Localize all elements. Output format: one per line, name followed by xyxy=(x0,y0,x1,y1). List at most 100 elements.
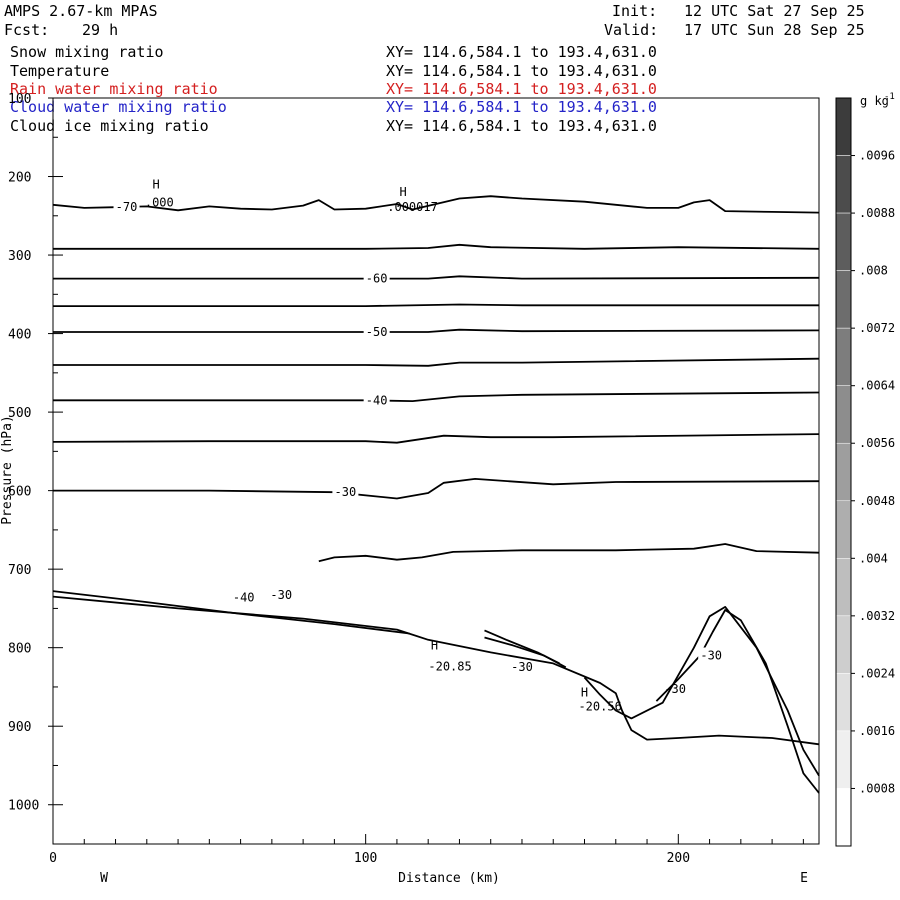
chart-annotation: .000 xyxy=(145,195,174,209)
chart-annotation: -20.56 xyxy=(578,700,621,714)
field-xy-temperature: XY= 114.6,584.1 to 193.4,631.0 xyxy=(386,62,657,80)
y-axis-label: Pressure (hPa) xyxy=(0,415,15,525)
model-title: AMPS 2.67-km MPAS xyxy=(4,2,158,20)
field-xy-cloud-water: XY= 114.6,584.1 to 193.4,631.0 xyxy=(386,98,657,116)
valid-label: Valid: xyxy=(604,21,659,39)
chart-annotation: -20.85 xyxy=(428,659,471,673)
contour-label: -50 xyxy=(366,325,388,339)
contour-label: -30 xyxy=(335,485,357,499)
x-axis-left-end: W xyxy=(100,871,108,886)
y-tick-label: 700 xyxy=(8,563,31,578)
contour-label: -70 xyxy=(116,200,138,214)
y-tick-label: 100 xyxy=(8,92,31,107)
field-xy-snow: XY= 114.6,584.1 to 193.4,631.0 xyxy=(386,43,657,61)
colorbar-label: .008 xyxy=(859,264,888,278)
temperature-contour xyxy=(53,391,820,403)
colorbar-swatch xyxy=(835,155,852,214)
chart-annotation: -40 xyxy=(233,590,255,604)
colorbar-label: .004 xyxy=(859,551,888,565)
colorbar-swatch xyxy=(835,327,852,386)
chart-annotation: .000017 xyxy=(387,200,438,214)
colorbar-swatch xyxy=(835,673,852,732)
temperature-contour xyxy=(52,195,820,214)
temperature-contour xyxy=(52,595,820,746)
field-name-snow: Snow mixing ratio xyxy=(10,43,164,61)
temperature-contour xyxy=(53,477,820,500)
y-tick-label: 300 xyxy=(8,249,31,264)
colorbar-swatch xyxy=(835,270,852,329)
colorbar: .0096 .0088 .008 .0072 .0064 .0056 .0048 .004 .0… xyxy=(835,97,895,847)
y-tick-label: 900 xyxy=(8,720,31,735)
temperature-contour xyxy=(655,609,820,794)
contour-label: -60 xyxy=(366,272,388,286)
chart-annotation: H xyxy=(431,638,438,652)
x-tick-label: 100 xyxy=(354,851,377,866)
x-axis: 0 100 200 xyxy=(49,834,804,866)
field-name-rain: Rain water mixing ratio xyxy=(10,80,218,98)
colorbar-swatch xyxy=(835,730,852,789)
y-tick-label: 400 xyxy=(8,328,31,343)
colorbar-label: .0064 xyxy=(859,379,895,393)
field-xy-rain: XY= 114.6,584.1 to 193.4,631.0 xyxy=(386,80,657,98)
fcst-value: 29 h xyxy=(82,21,119,39)
contour-label: -30 xyxy=(700,649,722,663)
fcst-label: Fcst: xyxy=(4,21,50,39)
colorbar-frame xyxy=(835,97,852,847)
colorbar-unit: g kg xyxy=(860,94,889,108)
colorbar-swatch xyxy=(835,97,852,156)
contour-label-background xyxy=(363,324,390,339)
temperature-contour xyxy=(53,303,819,308)
chart-annotation: H xyxy=(581,685,588,699)
contour-label: -40 xyxy=(366,393,388,407)
temperature-contour xyxy=(53,328,820,333)
x-tick-label: 200 xyxy=(667,851,690,866)
colorbar-label: .0056 xyxy=(859,436,895,450)
temperature-contour xyxy=(53,357,820,367)
colorbar-label: .0032 xyxy=(859,609,895,623)
colorbar-swatch xyxy=(835,212,852,271)
colorbar-swatch xyxy=(835,500,852,559)
x-axis-label: Distance (km) xyxy=(398,871,500,886)
temperature-contour xyxy=(52,433,820,444)
contour-label-background xyxy=(698,647,725,662)
colorbar-swatch xyxy=(835,788,852,847)
temperature-contour xyxy=(53,243,820,250)
field-name-cloud-water: Cloud water mixing ratio xyxy=(10,98,227,116)
colorbar-swatch xyxy=(835,558,852,617)
contour-label-background xyxy=(113,199,140,214)
temperature-contour xyxy=(583,606,820,777)
x-tick-label: 0 xyxy=(49,851,57,866)
colorbar-swatch xyxy=(835,615,852,674)
contour-label-background xyxy=(363,392,390,407)
y-tick-label: 200 xyxy=(8,171,31,186)
temperature-contour xyxy=(318,543,820,563)
y-tick-label: 500 xyxy=(8,406,31,421)
chart-annotation: H xyxy=(400,185,407,199)
colorbar-unit-exponent: -1 xyxy=(884,92,895,102)
chart-annotation: -30 xyxy=(511,660,533,674)
y-tick-label: 1000 xyxy=(8,799,39,814)
y-axis: 100 200 300 400 500 600 700 800 900 1000 xyxy=(8,92,63,845)
field-name-cloud-ice: Cloud ice mixing ratio xyxy=(10,117,209,135)
colorbar-label: .0024 xyxy=(859,666,895,680)
colorbar-swatch xyxy=(835,385,852,444)
colorbar-label: .0096 xyxy=(859,149,895,163)
temperature-contour xyxy=(484,636,567,669)
colorbar-label: .0048 xyxy=(859,494,895,508)
y-tick-label: 800 xyxy=(8,642,31,657)
chart-annotation: H xyxy=(153,177,160,191)
init-value: 12 UTC Sat 27 Sep 25 xyxy=(684,2,865,20)
x-axis-right-end: E xyxy=(800,871,808,886)
temperature-contour xyxy=(53,275,820,280)
colorbar-label: .0008 xyxy=(859,781,895,795)
plot-frame xyxy=(52,97,820,845)
contour-layer: -70 -60 -50 -40 -30 -30 xyxy=(52,195,820,794)
contour-label-background xyxy=(332,484,359,499)
colorbar-label: .0016 xyxy=(859,724,895,738)
colorbar-swatch xyxy=(835,442,852,502)
init-label: Init: xyxy=(612,2,658,20)
field-name-temperature: Temperature xyxy=(10,62,110,80)
colorbar-label: .0072 xyxy=(859,321,895,335)
valid-value: 17 UTC Sun 28 Sep 25 xyxy=(684,21,865,39)
